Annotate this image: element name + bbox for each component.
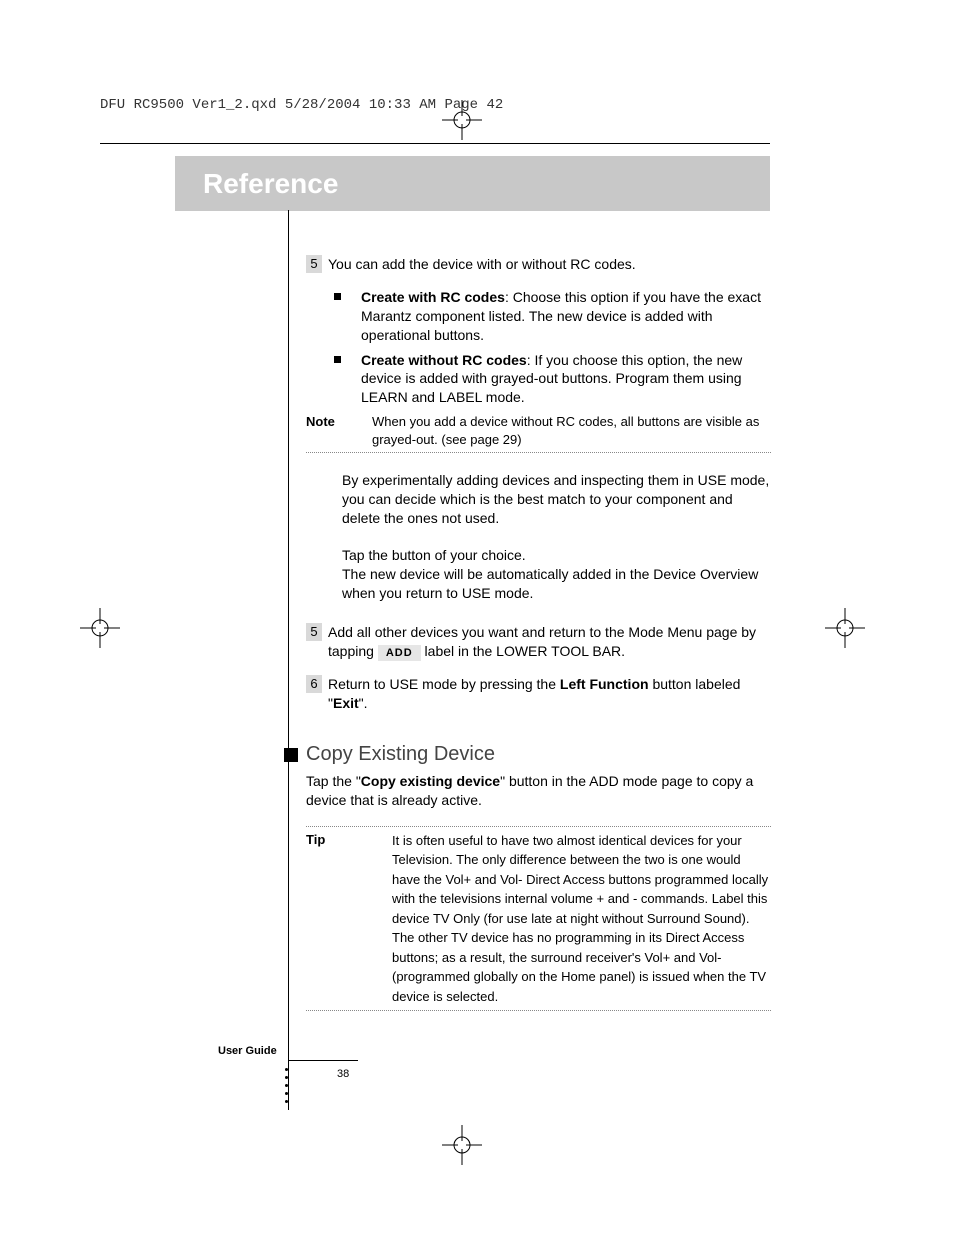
section-banner: Reference — [175, 156, 770, 211]
tip-text: It is often useful to have two almost id… — [392, 831, 771, 1007]
crop-mark-icon — [442, 1125, 482, 1165]
paragraph: Tap the button of your choice. The new d… — [342, 546, 771, 603]
step-text: You can add the device with or without R… — [328, 255, 771, 274]
crop-mark-icon — [80, 608, 120, 648]
square-bullet-icon — [334, 293, 341, 300]
list-item: Create without RC codes: If you choose t… — [334, 351, 771, 408]
bullet-list: Create with RC codes: Choose this option… — [334, 288, 771, 407]
square-bullet-icon — [284, 748, 298, 762]
footer-rule — [288, 1060, 358, 1061]
body-content: 5 You can add the device with or without… — [306, 255, 771, 1015]
dotted-rule — [306, 1010, 771, 1011]
note-label: Note — [306, 413, 372, 448]
footer-label: User Guide — [218, 1045, 277, 1057]
note-text: When you add a device without RC codes, … — [372, 413, 771, 448]
paragraph: By experimentally adding devices and ins… — [342, 471, 771, 528]
top-rule — [100, 143, 770, 144]
step-6: 6 Return to USE mode by pressing the Lef… — [306, 675, 771, 713]
step-number: 6 — [306, 675, 322, 693]
document-page: DFU RC9500 Ver1_2.qxd 5/28/2004 10:33 AM… — [0, 0, 954, 1235]
dotted-rule — [306, 826, 771, 827]
step-5b: 5 Add all other devices you want and ret… — [306, 623, 771, 662]
step-number: 5 — [306, 623, 322, 641]
bullet-text: Create without RC codes: If you choose t… — [361, 351, 771, 408]
tip-label: Tip — [306, 831, 392, 1007]
note-block: Note When you add a device without RC co… — [306, 413, 771, 448]
step-text: Add all other devices you want and retur… — [328, 623, 771, 662]
crop-mark-icon — [442, 100, 482, 140]
paragraph: Tap the "Copy existing device" button in… — [306, 772, 771, 810]
step-5a: 5 You can add the device with or without… — [306, 255, 771, 274]
subsection-heading: Copy Existing Device — [306, 741, 771, 768]
step-number: 5 — [306, 255, 322, 273]
tip-block: Tip It is often useful to have two almos… — [306, 826, 771, 1012]
step-text: Return to USE mode by pressing the Left … — [328, 675, 771, 713]
footer-vrule — [288, 1060, 289, 1110]
vertical-rule — [288, 210, 289, 1060]
subsection-title: Copy Existing Device — [306, 741, 495, 768]
square-bullet-icon — [334, 356, 341, 363]
list-item: Create with RC codes: Choose this option… — [334, 288, 771, 345]
footer-dots-icon — [285, 1068, 288, 1108]
page-number: 38 — [337, 1068, 349, 1080]
banner-title: Reference — [203, 168, 338, 200]
dotted-rule — [306, 452, 771, 453]
add-label-chip: ADD — [378, 645, 421, 662]
bullet-text: Create with RC codes: Choose this option… — [361, 288, 771, 345]
crop-mark-icon — [825, 608, 865, 648]
